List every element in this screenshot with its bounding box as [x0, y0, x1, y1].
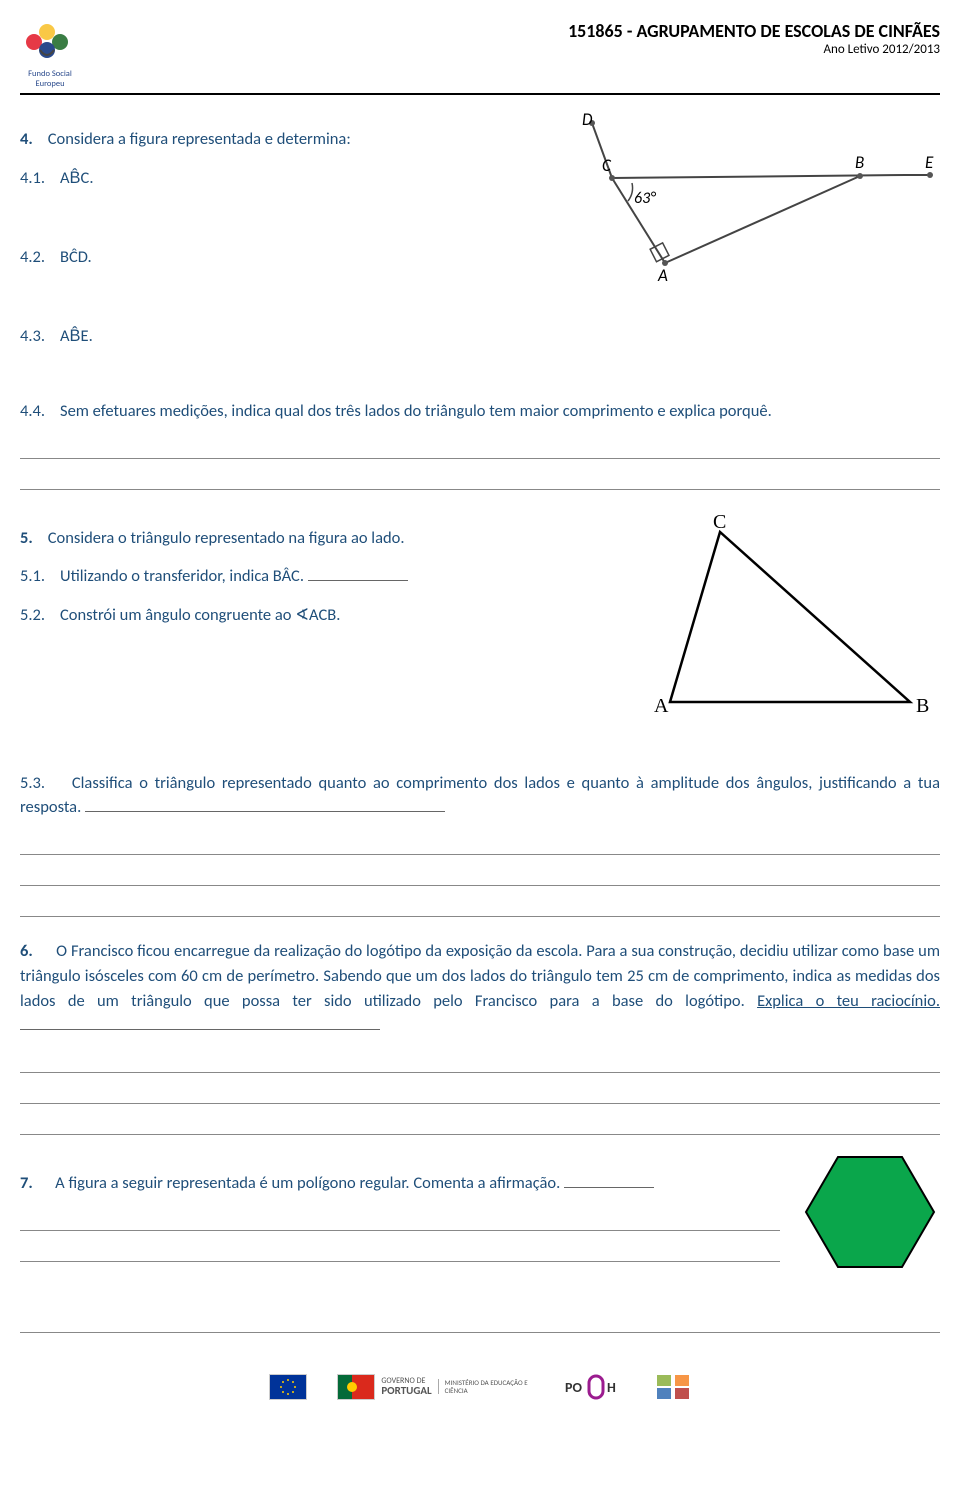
- q5-3-blank[interactable]: [85, 811, 445, 812]
- q5-3-number: 5.3.: [20, 773, 45, 793]
- question-5-row: 5. Considera o triângulo representado na…: [20, 512, 940, 727]
- footer-qren: [655, 1373, 691, 1401]
- question-6: 6. O Francisco ficou encarregue da reali…: [20, 939, 940, 1038]
- svg-text:A: A: [657, 265, 668, 283]
- q4-1: 4.1. AB̂C.: [20, 166, 540, 191]
- q6-answer-lines: [20, 1052, 940, 1135]
- eu-flag-icon: [269, 1374, 307, 1400]
- q4-1-number: 4.1.: [20, 168, 45, 188]
- svg-text:A: A: [654, 695, 669, 717]
- fundo-caption: Fundo Social Europeu: [20, 69, 80, 89]
- q4-2-text: BĈD.: [60, 247, 92, 267]
- question-7: 7. A figura a seguir representada é um p…: [20, 1171, 780, 1196]
- q4-4-number: 4.4.: [20, 401, 45, 421]
- q4-3: 4.3. AB̂E.: [20, 324, 940, 349]
- svg-text:C: C: [713, 512, 726, 533]
- q6-explain: Explica o teu raciocínio.: [757, 991, 940, 1011]
- q4-text: Considera a figura representada e determ…: [48, 129, 351, 149]
- q7-text: A figura a seguir representada é um polí…: [55, 1173, 560, 1193]
- school-logo-icon: [20, 20, 80, 71]
- q6-number: 6.: [20, 941, 33, 961]
- footer-gov-pt: GOVERNO DE PORTUGAL MINISTÉRIO DA EDUCAÇ…: [337, 1374, 534, 1400]
- page-header: Fundo Social Europeu 151865 - AGRUPAMENT…: [20, 20, 940, 95]
- q5-2-number: 5.2.: [20, 605, 45, 625]
- final-line: [20, 1312, 940, 1333]
- q5-1: 5.1. Utilizando o transferidor, indica B…: [20, 564, 610, 589]
- q4-answer-lines: [20, 438, 940, 490]
- q5-2: 5.2. Constrói um ângulo congruente ao ∢A…: [20, 603, 610, 628]
- svg-text:PO: PO: [565, 1379, 582, 1396]
- svg-text:B: B: [916, 695, 929, 717]
- q4-intro: 4. Considera a figura representada e det…: [20, 127, 540, 152]
- svg-text:D: D: [582, 113, 593, 130]
- footer-ministry: MINISTÉRIO DA EDUCAÇÃO E CIÊNCIA: [438, 1379, 535, 1394]
- q6-blank[interactable]: [20, 1029, 380, 1030]
- q5-1-number: 5.1.: [20, 566, 45, 586]
- header-subtitle: Ano Letivo 2012/2013: [568, 42, 940, 57]
- q4-4-text: Sem efetuares medições, indica qual dos …: [60, 401, 772, 421]
- q7-blank[interactable]: [564, 1187, 654, 1188]
- q5-3: 5.3. Classifica o triângulo representado…: [20, 771, 940, 821]
- q5-answer-lines: [20, 834, 940, 917]
- q4-4: 4.4. Sem efetuares medições, indica qual…: [20, 399, 940, 424]
- q4-2: 4.2. BĈD.: [20, 245, 540, 270]
- q4-3-text: AB̂E.: [60, 326, 93, 346]
- q4-angle-63: 63°: [634, 189, 656, 208]
- svg-text:E: E: [925, 152, 934, 173]
- q5-2-text: Constrói um ângulo congruente ao ∢ACB.: [60, 605, 340, 625]
- q5-1-text: Utilizando o transferidor, indica BÂC.: [60, 566, 304, 586]
- q5-triangle: C A B: [640, 512, 940, 727]
- svg-text:B: B: [855, 152, 864, 173]
- footer-pt-label: PORTUGAL: [381, 1385, 431, 1396]
- q4-number: 4.: [20, 129, 33, 149]
- page-footer: GOVERNO DE PORTUGAL MINISTÉRIO DA EDUCAÇ…: [20, 1373, 940, 1401]
- q4-diagram: 63° D C A B E: [580, 113, 940, 288]
- q7-answer-lines: [20, 1210, 780, 1262]
- footer-eu: [269, 1374, 307, 1400]
- q5-number: 5.: [20, 528, 33, 548]
- header-title: 151865 - AGRUPAMENTO DE ESCOLAS DE CINFÃ…: [568, 20, 940, 42]
- question-4-row: 4. Considera a figura representada e det…: [20, 113, 940, 288]
- q5-text: Considera o triângulo representado na fi…: [48, 528, 405, 548]
- q4-1-text: AB̂C.: [60, 168, 94, 188]
- q5-intro: 5. Considera o triângulo representado na…: [20, 526, 610, 551]
- q7-number: 7.: [20, 1173, 33, 1193]
- qren-icon: [655, 1373, 691, 1401]
- footer-poph: PO H: [565, 1374, 625, 1400]
- pt-flag-icon: [337, 1374, 375, 1400]
- svg-text:H: H: [607, 1379, 616, 1396]
- q4-2-number: 4.2.: [20, 247, 45, 267]
- header-right: 151865 - AGRUPAMENTO DE ESCOLAS DE CINFÃ…: [568, 20, 940, 57]
- svg-text:C: C: [602, 155, 612, 176]
- q4-3-number: 4.3.: [20, 326, 45, 346]
- q5-1-blank[interactable]: [308, 580, 408, 581]
- question-7-row: 7. A figura a seguir representada é um p…: [20, 1157, 940, 1284]
- poph-icon: PO H: [565, 1374, 625, 1400]
- school-logo: Fundo Social Europeu: [20, 20, 80, 89]
- q7-hexagon: [800, 1147, 940, 1282]
